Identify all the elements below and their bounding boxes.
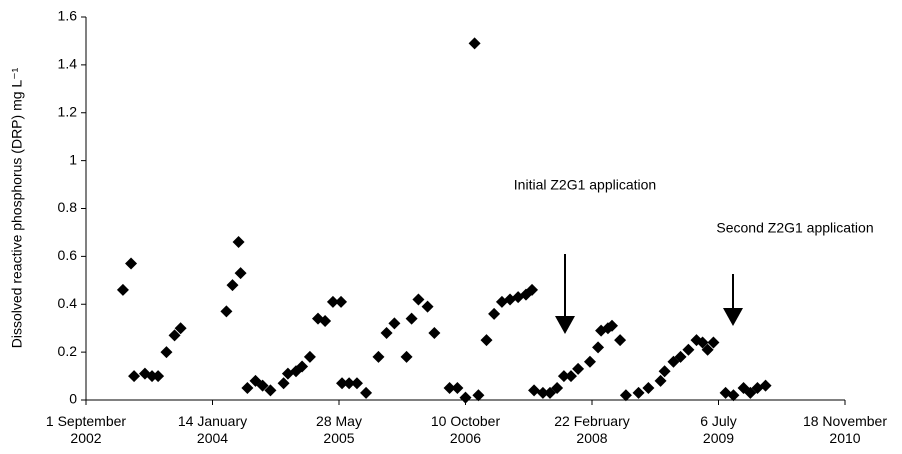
point [168, 329, 181, 342]
point [326, 295, 339, 308]
point [565, 370, 578, 383]
point [654, 374, 667, 387]
x-tick-label: 6 July 2009 [700, 413, 737, 446]
point [128, 370, 141, 383]
y-tick-label: 1.2 [58, 103, 78, 119]
point [557, 370, 570, 383]
point [632, 386, 645, 399]
point [125, 257, 138, 270]
point [412, 293, 425, 306]
y-tick-label: 0.6 [58, 247, 78, 263]
point [451, 382, 464, 395]
y-tick-label: 0.8 [58, 199, 78, 215]
point [405, 312, 418, 325]
y-tick-label: 1 [69, 151, 77, 167]
y-tick-label: 0.2 [58, 343, 78, 359]
point [551, 382, 564, 395]
point [335, 295, 348, 308]
point [303, 350, 316, 363]
x-tick-label: 14 January 2004 [178, 413, 247, 446]
point [472, 389, 485, 402]
point [249, 374, 262, 387]
point [727, 389, 740, 402]
arrow-head [555, 316, 575, 334]
point [296, 360, 309, 373]
point [277, 377, 290, 390]
point [388, 317, 401, 330]
point [343, 377, 356, 390]
point [174, 322, 187, 335]
point [220, 305, 233, 318]
point [488, 307, 501, 320]
annotation: Initial Z2G1 application [514, 177, 656, 193]
x-tick-label: 1 September 2002 [46, 413, 126, 446]
point [642, 382, 655, 395]
point [232, 236, 245, 249]
point [480, 334, 493, 347]
point [443, 382, 456, 395]
y-tick-label: 1.4 [58, 56, 78, 72]
y-tick-label: 1.6 [58, 8, 78, 24]
y-axis-label: Dissolved reactive phosphorus (DRP) mg L… [9, 67, 25, 348]
x-tick-label: 22 February 2008 [554, 413, 629, 446]
point [336, 377, 349, 390]
x-tick-label: 10 October 2006 [431, 413, 501, 446]
point [759, 379, 772, 392]
point [536, 386, 549, 399]
point [526, 283, 539, 296]
point [256, 379, 269, 392]
point [428, 326, 441, 339]
y-tick-label: 0 [69, 391, 77, 407]
point [459, 391, 472, 404]
point [146, 370, 159, 383]
x-tick-label: 18 November 2010 [803, 413, 887, 446]
point [605, 319, 618, 332]
point [619, 389, 632, 402]
point [701, 343, 714, 356]
point [468, 37, 481, 50]
point [400, 350, 413, 363]
y-tick-label: 0.4 [58, 295, 78, 311]
point [583, 355, 596, 368]
point [226, 279, 239, 292]
point [682, 343, 695, 356]
point [572, 362, 585, 375]
point [241, 382, 254, 395]
point [152, 370, 165, 383]
point [380, 326, 393, 339]
point [264, 384, 277, 397]
point [360, 386, 373, 399]
point [234, 267, 247, 280]
point [696, 336, 709, 349]
point [421, 300, 434, 313]
point [707, 336, 720, 349]
point [319, 315, 332, 328]
point [350, 377, 363, 390]
point [614, 334, 627, 347]
arrow-head [723, 308, 743, 326]
point [658, 365, 671, 378]
annotation: Second Z2G1 application [716, 220, 873, 236]
point [372, 350, 385, 363]
point [116, 283, 129, 296]
point [528, 384, 541, 397]
point [160, 346, 173, 359]
x-tick-label: 28 May 2005 [316, 413, 362, 446]
point [674, 350, 687, 363]
point [592, 341, 605, 354]
